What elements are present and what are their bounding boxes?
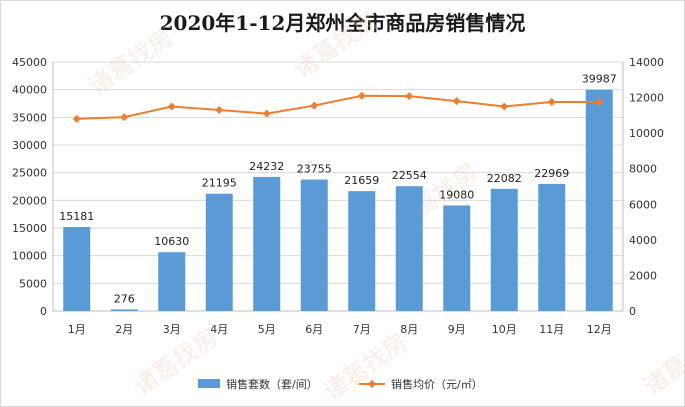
- y-right-tick-label: 8000: [629, 163, 657, 176]
- bar: [538, 183, 566, 311]
- y-left-tick-label: 25000: [12, 167, 47, 180]
- bar: [300, 179, 328, 311]
- x-tick-label: 11月: [539, 323, 564, 336]
- bar-data-label: 22554: [392, 169, 427, 182]
- bar: [585, 89, 613, 311]
- x-tick-label: 1月: [68, 323, 86, 336]
- bar-data-label: 22082: [487, 172, 522, 185]
- bar-data-label: 19080: [439, 188, 474, 201]
- bar: [443, 205, 471, 311]
- x-tick-label: 12月: [587, 323, 612, 336]
- watermark-1: 诸葛找房: [288, 6, 383, 84]
- bar: [253, 176, 281, 311]
- y-left-tick-label: 45000: [12, 56, 47, 69]
- bar-data-label: 39987: [582, 73, 617, 86]
- price-line: [76, 94, 600, 120]
- x-tick-label: 2月: [115, 323, 133, 336]
- y-right-tick-label: 12000: [629, 92, 664, 105]
- bar: [490, 188, 518, 311]
- x-tick-label: 10月: [492, 323, 517, 336]
- bar: [110, 309, 138, 311]
- chart-title: 2020年1-12月郑州全市商品房销售情况: [159, 11, 526, 35]
- line-point: [310, 101, 319, 110]
- bar: [158, 252, 186, 311]
- line-point: [547, 98, 556, 107]
- y-right-tick-label: 0: [629, 305, 636, 318]
- bar-data-label: 24232: [249, 160, 284, 173]
- y-right-tick-label: 10000: [629, 127, 664, 140]
- bar-data-label: 21659: [344, 174, 379, 187]
- legend-label-bars: 销售套数（套/间）: [226, 377, 318, 391]
- watermark-4: 诸葛找房: [318, 328, 413, 406]
- bar: [395, 186, 423, 311]
- bar-data-label: 276: [114, 292, 135, 305]
- line-point: [167, 102, 176, 111]
- bar-data-label: 15181: [59, 210, 94, 223]
- y-left-tick-label: 15000: [12, 222, 47, 235]
- x-tick-label: 7月: [353, 323, 371, 336]
- y-right-tick-label: 2000: [629, 269, 657, 282]
- y-left-tick-label: 10000: [12, 250, 47, 263]
- bar-data-label: 22969: [534, 167, 569, 180]
- bar-data-label: 21195: [202, 177, 237, 190]
- x-tick-label: 4月: [210, 323, 228, 336]
- bar: [205, 193, 233, 311]
- y-left-tick-label: 40000: [12, 84, 47, 97]
- legend-label-line: 销售均价（元/㎡）: [391, 377, 483, 391]
- bar: [63, 226, 91, 311]
- line-point: [357, 91, 366, 100]
- line-point: [452, 97, 461, 106]
- bar-data-label: 23755: [297, 163, 332, 176]
- x-tick-label: 6月: [305, 323, 323, 336]
- legend-marker-line: [368, 380, 376, 388]
- y-right-tick-label: 4000: [629, 234, 657, 247]
- x-tick-label: 8月: [400, 323, 418, 336]
- line-point: [72, 114, 81, 123]
- bar-data-label: 10630: [154, 235, 189, 248]
- x-tick-label: 3月: [163, 323, 181, 336]
- y-left-tick-label: 5000: [19, 277, 47, 290]
- legend-swatch-bars: [198, 379, 220, 388]
- bar: [348, 191, 376, 311]
- line-point: [595, 98, 604, 107]
- y-right-tick-label: 14000: [629, 56, 664, 69]
- line-point: [405, 92, 414, 101]
- y-left-tick-label: 20000: [12, 194, 47, 207]
- y-left-tick-label: 35000: [12, 111, 47, 124]
- y-right-tick-label: 6000: [629, 198, 657, 211]
- line-point: [500, 102, 509, 111]
- watermark-5: 诸葛找房: [638, 323, 684, 401]
- y-left-tick-label: 30000: [12, 139, 47, 152]
- line-point: [120, 113, 129, 122]
- y-left-tick-label: 0: [40, 305, 47, 318]
- line-point: [262, 109, 271, 118]
- line-point: [215, 106, 224, 115]
- x-tick-label: 9月: [448, 323, 466, 336]
- x-tick-label: 5月: [258, 323, 276, 336]
